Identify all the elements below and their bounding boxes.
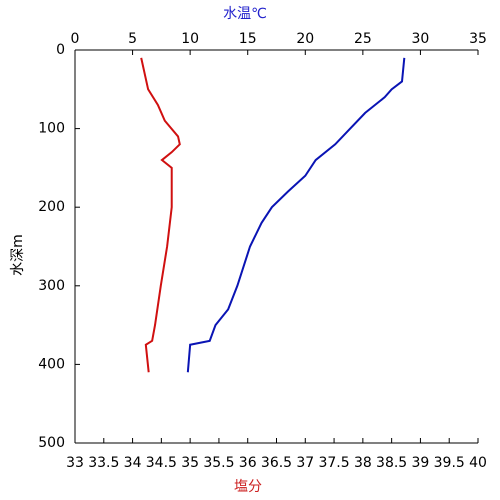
x-tick-label: 38.5 xyxy=(376,455,407,471)
x-tick-label: 40 xyxy=(469,455,487,471)
x-tick-label: 39.5 xyxy=(434,455,465,471)
x-tick-label: 38 xyxy=(354,455,372,471)
x-tick-label: 37.5 xyxy=(318,455,349,471)
x2-tick-label: 35 xyxy=(469,31,487,47)
x2-tick-label: 30 xyxy=(412,31,430,47)
x-tick-label: 37 xyxy=(296,455,314,471)
bottom-axis-title: 塩分 xyxy=(234,479,262,495)
x2-tick-label: 0 xyxy=(71,31,80,47)
y-tick-label: 100 xyxy=(38,121,65,137)
y-tick-label: 200 xyxy=(38,199,65,215)
x-tick-label: 35.5 xyxy=(203,455,234,471)
x2-tick-label: 15 xyxy=(239,31,257,47)
x-tick-label: 33 xyxy=(66,455,84,471)
profile-line xyxy=(140,57,181,373)
y-tick-label: 400 xyxy=(38,356,65,372)
x-tick-label: 35 xyxy=(181,455,199,471)
x-tick-label: 33.5 xyxy=(88,455,119,471)
y-axis-title: 水深m xyxy=(10,234,26,276)
y-tick-label: 500 xyxy=(38,435,65,451)
x-tick-label: 34.5 xyxy=(146,455,177,471)
y-tick-label: 300 xyxy=(38,278,65,294)
x2-tick-label: 5 xyxy=(128,31,137,47)
top-axis-title: 水温℃ xyxy=(223,6,267,22)
x2-tick-label: 25 xyxy=(354,31,372,47)
x-tick-label: 34 xyxy=(124,455,142,471)
x-tick-label: 36.5 xyxy=(261,455,292,471)
x2-tick-label: 20 xyxy=(296,31,314,47)
x-tick-label: 36 xyxy=(239,455,257,471)
profile-line xyxy=(186,57,406,373)
x-tick-label: 39 xyxy=(412,455,430,471)
y-tick-label: 0 xyxy=(56,42,65,58)
x2-tick-label: 10 xyxy=(181,31,199,47)
